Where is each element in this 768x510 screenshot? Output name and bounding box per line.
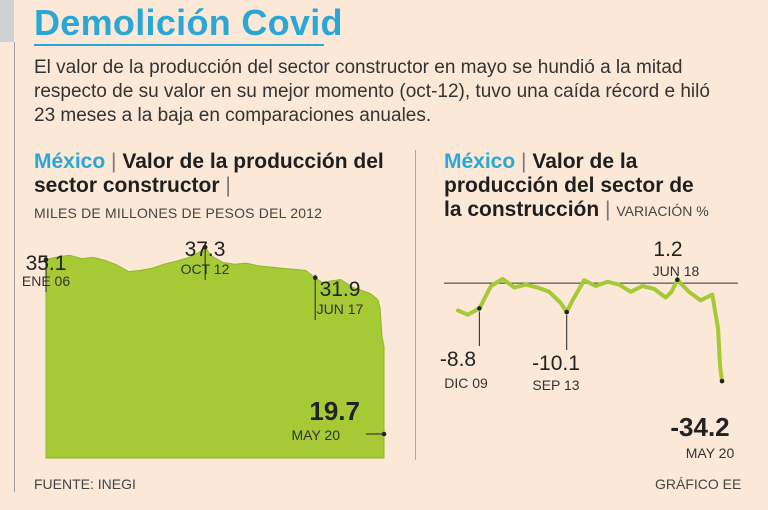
left-chart-title-text: Valor de la producción del sector constr… bbox=[34, 150, 384, 197]
data-label: 31.9 bbox=[320, 278, 361, 301]
title-separator: | bbox=[111, 150, 117, 173]
right-chart-title-line1: Valor de la bbox=[532, 150, 638, 173]
date-label: MAY 20 bbox=[291, 427, 340, 443]
title-underline bbox=[34, 44, 324, 46]
date-label: SEP 13 bbox=[532, 377, 579, 393]
right-chart-title-line2: producción del sector de bbox=[444, 174, 694, 197]
data-label: -8.8 bbox=[440, 348, 476, 371]
right-chart-country: México bbox=[444, 150, 516, 173]
area-series bbox=[45, 246, 385, 459]
left-chart-country: México bbox=[34, 150, 106, 173]
data-label: 19.7 bbox=[309, 396, 360, 426]
date-label: JUN 17 bbox=[317, 301, 364, 317]
annotation-point bbox=[43, 257, 49, 262]
chart-divider bbox=[415, 150, 416, 460]
date-label: JUN 18 bbox=[653, 263, 700, 279]
data-label: -10.1 bbox=[532, 352, 580, 375]
title-separator: | bbox=[225, 174, 231, 197]
credit-note: GRÁFICO EE bbox=[655, 476, 742, 492]
page-title: Demolición Covid bbox=[34, 2, 343, 43]
right-chart-unit: VARIACIÓN % bbox=[616, 203, 709, 219]
annotation-point bbox=[312, 275, 318, 281]
date-label: MAY 20 bbox=[686, 445, 735, 461]
data-label: 1.2 bbox=[653, 238, 682, 261]
annotation-point bbox=[719, 378, 725, 384]
left-chart-title: México | Valor de la producción del sect… bbox=[34, 150, 404, 198]
left-chart-subtitle: MILES DE MILLONES DE PESOS DEL 2012 bbox=[34, 205, 323, 221]
title-separator: | bbox=[605, 198, 611, 221]
left-vertical-rule bbox=[14, 42, 15, 492]
data-label: -34.2 bbox=[670, 412, 729, 442]
annotation-point bbox=[477, 306, 482, 311]
left-accent-bar bbox=[0, 0, 14, 42]
right-chart-title-line3: la construcción bbox=[444, 198, 600, 221]
title-separator: | bbox=[521, 150, 527, 173]
source-note: FUENTE: INEGI bbox=[34, 476, 136, 492]
annotation-point bbox=[202, 244, 208, 250]
right-chart-title: México | Valor de la producción del sect… bbox=[444, 150, 754, 223]
line-series bbox=[456, 276, 724, 384]
intro-paragraph: El valor de la producción del sector con… bbox=[34, 57, 710, 126]
annotation-point bbox=[675, 277, 680, 283]
annotation-point bbox=[564, 309, 570, 315]
date-label: DIC 09 bbox=[444, 375, 488, 391]
annotation-point bbox=[381, 431, 387, 437]
